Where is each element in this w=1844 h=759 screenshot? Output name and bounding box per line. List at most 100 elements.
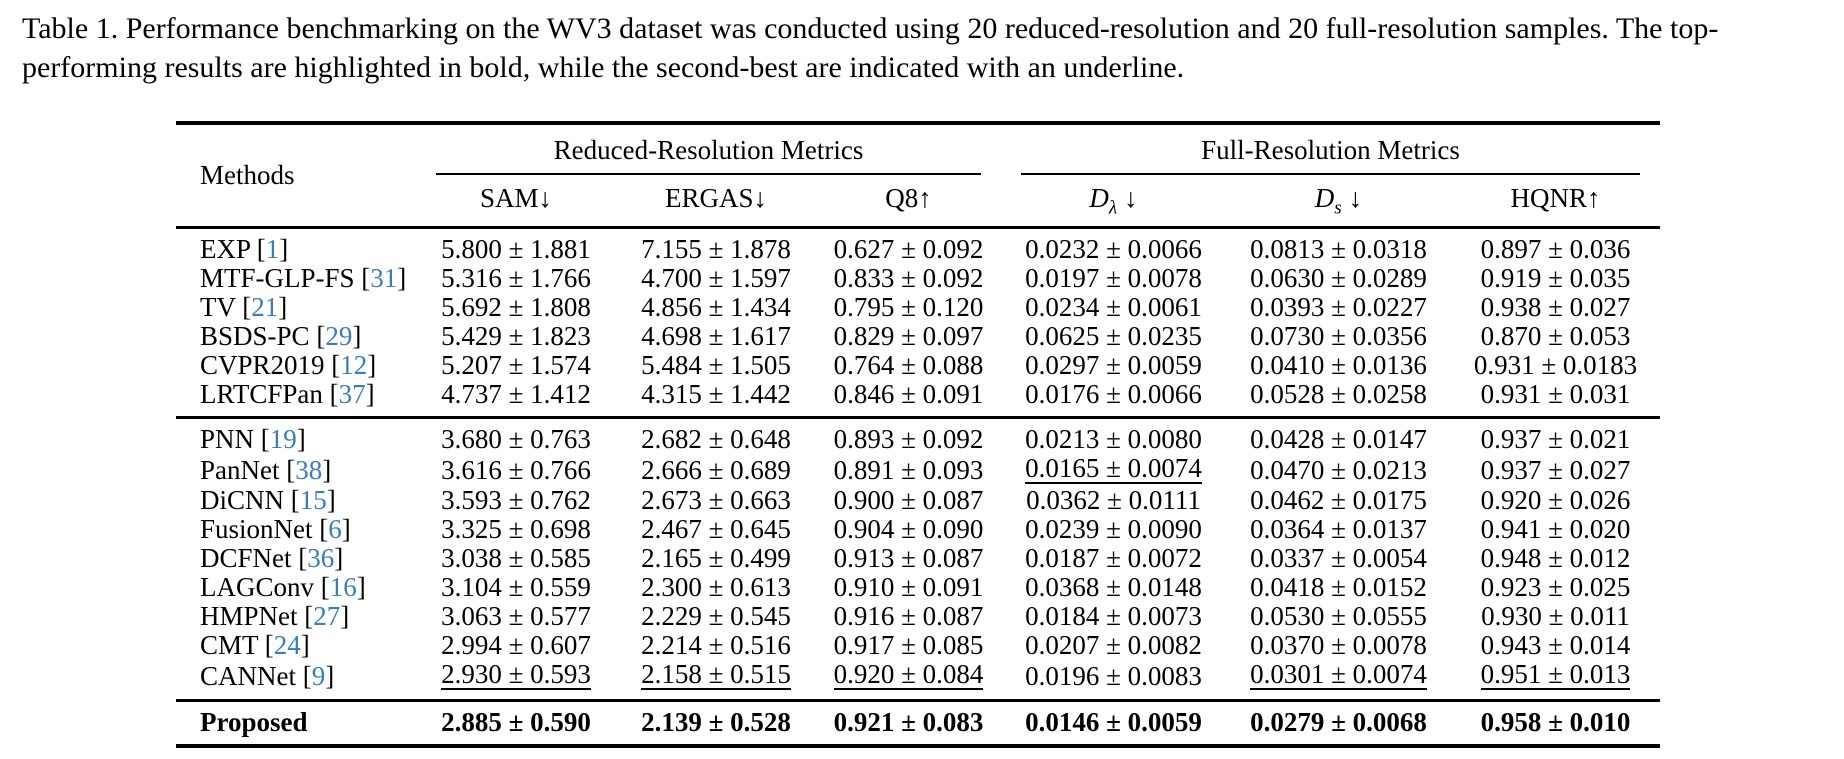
metric-value: 7.155 ± 1.878 [641,234,791,264]
value-cell: 5.800 ± 1.881 [416,228,616,265]
method-name: EXP [200,234,251,264]
value-cell: 0.919 ± 0.035 [1451,264,1660,293]
metric-value: 0.938 ± 0.027 [1480,292,1631,322]
citation-link[interactable]: 15 [299,485,327,515]
metric-value: 0.0428 ± 0.0147 [1250,424,1427,454]
value-cell: 7.155 ± 1.878 [616,228,816,265]
value-cell: 0.920 ± 0.084 [816,660,1001,701]
metric-label: D [1314,183,1335,213]
metric-value: 0.0337 ± 0.0054 [1250,543,1427,573]
best-value: 0.0279 ± 0.0068 [1250,707,1427,737]
table-row: CMT [24] 2.994 ± 0.607 2.214 ± 0.516 0.917 … [176,631,1660,660]
table-header: Methods Reduced-Resolution Metrics Full-… [176,123,1660,228]
value-cell: 2.214 ± 0.516 [616,631,816,660]
value-cell: 0.0165 ± 0.0074 [1001,454,1226,486]
value-cell: 0.948 ± 0.012 [1451,544,1660,573]
method-name: CMT [200,630,259,660]
value-cell: 3.104 ± 0.559 [416,573,616,602]
citation-link[interactable]: 36 [307,543,335,573]
group-header-reduced-resolution: Reduced-Resolution Metrics [416,123,1001,175]
citation: [19] [254,424,306,454]
citation-link[interactable]: 19 [269,424,297,454]
table-row: PNN [19] 3.680 ± 0.763 2.682 ± 0.648 0.893 … [176,418,1660,455]
value-cell: 0.0364 ± 0.0137 [1226,515,1451,544]
value-cell: 0.920 ± 0.026 [1451,486,1660,515]
method-name: DCFNet [200,543,292,573]
citation-link[interactable]: 38 [295,454,323,485]
method-cell: MTF-GLP-FS [31] [176,264,416,293]
value-cell: 2.994 ± 0.607 [416,631,616,660]
citation: [24] [258,630,310,660]
group-header-row: Methods Reduced-Resolution Metrics Full-… [176,123,1660,190]
value-cell: 0.0213 ± 0.0080 [1001,418,1226,455]
value-cell: 0.951 ± 0.013 [1451,660,1660,701]
citation-link[interactable]: 37 [338,379,366,409]
value-cell: 0.913 ± 0.087 [816,544,1001,573]
citation-link[interactable]: 9 [311,660,326,691]
citation: [27] [297,601,350,631]
value-cell: 2.300 ± 0.613 [616,573,816,602]
metric-value: 2.682 ± 0.648 [641,424,791,454]
citation: [37] [322,379,375,409]
citation-link[interactable]: 12 [340,350,368,380]
metric-label: SAM [479,183,539,213]
value-cell: 0.0470 ± 0.0213 [1226,454,1451,486]
up-arrow-icon: ↑ [918,183,932,213]
metric-value: 0.0362 ± 0.0111 [1026,485,1201,515]
value-cell: 0.921 ± 0.083 [816,701,1001,747]
metric-label: HQNR [1510,183,1587,213]
value-cell: 4.315 ± 1.442 [616,380,816,418]
citation-link[interactable]: 27 [313,601,341,631]
down-arrow-icon: ↓ [1348,183,1363,213]
metric-value: 5.316 ± 1.766 [441,263,591,293]
citation-link[interactable]: 6 [328,514,342,544]
citation: [16] [314,572,366,602]
metric-value: 0.931 ± 0.031 [1480,379,1631,409]
metric-value: 3.616 ± 0.766 [441,454,591,485]
metric-value: 0.897 ± 0.036 [1480,234,1631,264]
metric-value: 0.846 ± 0.091 [833,379,984,409]
citation-link[interactable]: 1 [265,234,280,264]
metric-value: 0.891 ± 0.093 [833,454,984,485]
table-row: CVPR2019 [12] 5.207 ± 1.574 5.484 ± 1.505 0… [176,351,1660,380]
metric-value: 3.593 ± 0.762 [441,485,591,515]
table-row: LRTCFPan [37] 4.737 ± 1.412 4.315 ± 1.442 0… [176,380,1660,418]
value-cell: 0.897 ± 0.036 [1451,228,1660,265]
value-cell: 2.467 ± 0.645 [616,515,816,544]
metric-header-row: SAM↓ ERGAS↓ Q8↑ Dλ ↓ Ds ↓ HQNR↑ [176,175,1660,228]
citation-link[interactable]: 29 [325,321,353,351]
value-cell: 0.0297 ± 0.0059 [1001,351,1226,380]
metric-value: 5.429 ± 1.823 [441,321,591,351]
value-cell: 5.316 ± 1.766 [416,264,616,293]
citation-link[interactable]: 21 [251,292,279,322]
best-value: 2.885 ± 0.590 [441,707,591,737]
method-name: PanNet [200,454,280,485]
metric-value: 3.104 ± 0.559 [441,572,591,602]
citation: [31] [354,263,407,293]
value-cell: 0.870 ± 0.053 [1451,322,1660,351]
value-cell: 3.038 ± 0.585 [416,544,616,573]
row-group-3: Proposed 2.885 ± 0.590 2.139 ± 0.528 0.921 … [176,701,1660,747]
citation-link[interactable]: 24 [273,630,301,660]
value-cell: 0.0197 ± 0.0078 [1001,264,1226,293]
method-cell: DiCNN [15] [176,486,416,515]
value-cell: 0.627 ± 0.092 [816,228,1001,265]
row-group-1: EXP [1] 5.800 ± 1.881 7.155 ± 1.878 0.627 ±… [176,228,1660,418]
value-cell: 0.941 ± 0.020 [1451,515,1660,544]
value-cell: 0.0428 ± 0.0147 [1226,418,1451,455]
metric-value: 0.0625 ± 0.0235 [1025,321,1202,351]
metric-value: 0.0370 ± 0.0078 [1250,630,1427,660]
value-cell: 0.916 ± 0.087 [816,602,1001,631]
citation-link[interactable]: 31 [370,263,398,293]
method-cell: PNN [19] [176,418,416,455]
value-cell: 0.891 ± 0.093 [816,454,1001,486]
value-cell: 0.0625 ± 0.0235 [1001,322,1226,351]
value-cell: 0.0528 ± 0.0258 [1226,380,1451,418]
metric-value: 0.627 ± 0.092 [833,234,984,264]
metric-value: 0.893 ± 0.092 [833,424,984,454]
table-row: DCFNet [36] 3.038 ± 0.585 2.165 ± 0.499 0.9… [176,544,1660,573]
citation-link[interactable]: 16 [329,572,357,602]
metric-value: 0.0630 ± 0.0289 [1250,263,1427,293]
metric-value: 0.0418 ± 0.0152 [1250,572,1427,602]
metric-value: 5.800 ± 1.881 [441,234,591,264]
